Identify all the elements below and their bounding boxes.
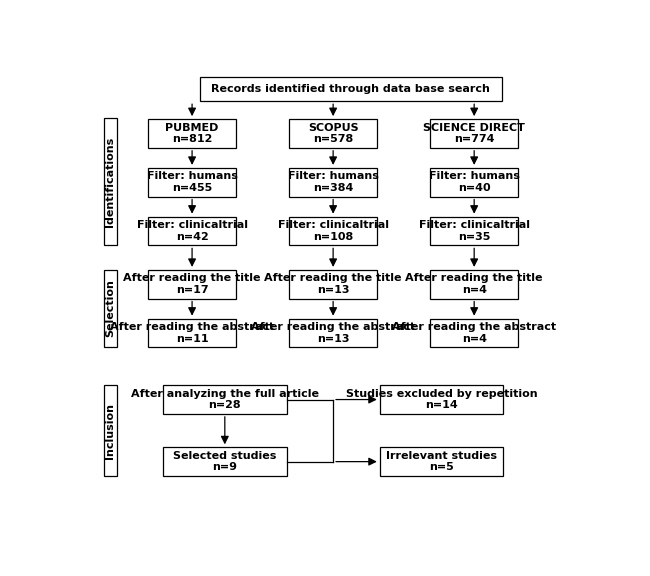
FancyBboxPatch shape — [289, 270, 377, 298]
FancyBboxPatch shape — [163, 447, 287, 476]
Text: Irrelevant studies
n=5: Irrelevant studies n=5 — [386, 451, 497, 472]
FancyBboxPatch shape — [289, 168, 377, 196]
FancyBboxPatch shape — [104, 118, 116, 245]
Text: After reading the abstract
n=11: After reading the abstract n=11 — [110, 322, 274, 344]
Text: SCIENCE DIRECT
n=774: SCIENCE DIRECT n=774 — [423, 123, 525, 144]
Text: Identifications: Identifications — [105, 137, 115, 227]
Text: After reading the title
n=4: After reading the title n=4 — [406, 274, 543, 295]
Text: Selected studies
n=9: Selected studies n=9 — [173, 451, 276, 472]
FancyBboxPatch shape — [430, 217, 518, 245]
Text: Filter: humans
n=40: Filter: humans n=40 — [429, 172, 519, 193]
FancyBboxPatch shape — [148, 217, 236, 245]
Text: Studies excluded by repetition
n=14: Studies excluded by repetition n=14 — [346, 389, 538, 410]
FancyBboxPatch shape — [430, 168, 518, 196]
Text: Records identified through data base search: Records identified through data base sea… — [211, 84, 490, 94]
Text: Filter: clinicaltrial
n=35: Filter: clinicaltrial n=35 — [419, 220, 530, 242]
FancyBboxPatch shape — [148, 270, 236, 298]
Text: Filter: clinicaltrial
n=108: Filter: clinicaltrial n=108 — [278, 220, 389, 242]
Text: After reading the title
n=17: After reading the title n=17 — [124, 274, 261, 295]
Text: Filter: humans
n=455: Filter: humans n=455 — [147, 172, 237, 193]
Text: Inclusion: Inclusion — [105, 403, 115, 458]
Text: After analyzing the full article
n=28: After analyzing the full article n=28 — [131, 389, 318, 410]
Text: After reading the title
n=13: After reading the title n=13 — [265, 274, 402, 295]
Text: After reading the abstract
n=13: After reading the abstract n=13 — [251, 322, 415, 344]
Text: Filter: clinicaltrial
n=42: Filter: clinicaltrial n=42 — [136, 220, 248, 242]
Text: SCOPUS
n=578: SCOPUS n=578 — [308, 123, 358, 144]
FancyBboxPatch shape — [289, 217, 377, 245]
FancyBboxPatch shape — [289, 319, 377, 347]
FancyBboxPatch shape — [380, 447, 503, 476]
FancyBboxPatch shape — [200, 77, 502, 101]
FancyBboxPatch shape — [163, 385, 287, 414]
Text: Selection: Selection — [105, 279, 115, 338]
FancyBboxPatch shape — [148, 119, 236, 148]
FancyBboxPatch shape — [430, 319, 518, 347]
Text: After reading the abstract
n=4: After reading the abstract n=4 — [392, 322, 556, 344]
Text: PUBMED
n=812: PUBMED n=812 — [165, 123, 219, 144]
FancyBboxPatch shape — [380, 385, 503, 414]
FancyBboxPatch shape — [104, 270, 116, 347]
FancyBboxPatch shape — [148, 319, 236, 347]
FancyBboxPatch shape — [430, 270, 518, 298]
FancyBboxPatch shape — [148, 168, 236, 196]
FancyBboxPatch shape — [430, 119, 518, 148]
FancyBboxPatch shape — [289, 119, 377, 148]
Text: Filter: humans
n=384: Filter: humans n=384 — [288, 172, 378, 193]
FancyBboxPatch shape — [104, 385, 116, 476]
